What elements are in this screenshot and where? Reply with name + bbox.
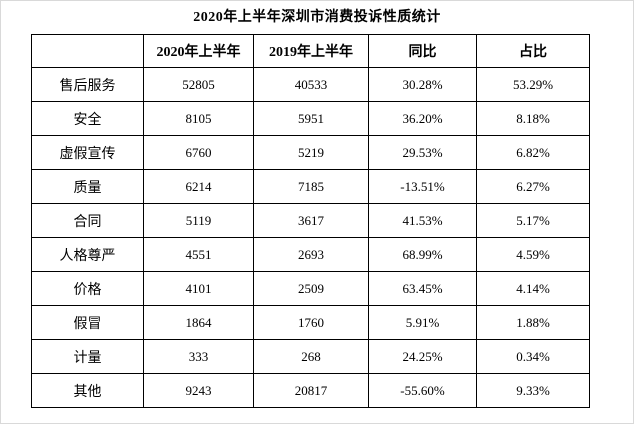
value-cell: 9.33% <box>476 373 590 408</box>
corner-header-cell <box>31 34 144 68</box>
row-label-cell: 假冒 <box>31 305 144 340</box>
value-cell: 5951 <box>253 101 369 136</box>
value-cell: 268 <box>253 339 369 374</box>
value-cell: 2509 <box>253 271 369 306</box>
value-cell: 1.88% <box>476 305 590 340</box>
value-cell: 29.53% <box>368 135 477 170</box>
row-label-cell: 虚假宣传 <box>31 135 144 170</box>
row-label-cell: 售后服务 <box>31 67 144 102</box>
table-row: 质量 6214 7185 -13.51% 6.27% <box>31 169 590 204</box>
column-header-cell: 2019年上半年 <box>253 34 369 68</box>
value-cell: 40533 <box>253 67 369 102</box>
value-cell: 63.45% <box>368 271 477 306</box>
row-label-cell: 人格尊严 <box>31 237 144 272</box>
value-cell: 5119 <box>143 203 254 238</box>
column-header-cell: 占比 <box>476 34 590 68</box>
table-row: 假冒 1864 1760 5.91% 1.88% <box>31 305 590 340</box>
value-cell: 0.34% <box>476 339 590 374</box>
value-cell: 41.53% <box>368 203 477 238</box>
table-row: 人格尊严 4551 2693 68.99% 4.59% <box>31 237 590 272</box>
value-cell: 5.91% <box>368 305 477 340</box>
value-cell: -13.51% <box>368 169 477 204</box>
row-label-cell: 合同 <box>31 203 144 238</box>
value-cell: 68.99% <box>368 237 477 272</box>
value-cell: 333 <box>143 339 254 374</box>
value-cell: 6.82% <box>476 135 590 170</box>
value-cell: 9243 <box>143 373 254 408</box>
table-row: 虚假宣传 6760 5219 29.53% 6.82% <box>31 135 590 170</box>
value-cell: 4.14% <box>476 271 590 306</box>
column-header-cell: 2020年上半年 <box>143 34 254 68</box>
value-cell: 30.28% <box>368 67 477 102</box>
value-cell: 4.59% <box>476 237 590 272</box>
value-cell: 8.18% <box>476 101 590 136</box>
value-cell: 6760 <box>143 135 254 170</box>
value-cell: 24.25% <box>368 339 477 374</box>
value-cell: 20817 <box>253 373 369 408</box>
column-header-cell: 同比 <box>368 34 477 68</box>
row-label-cell: 质量 <box>31 169 144 204</box>
table-body: 售后服务 52805 40533 30.28% 53.29% 安全 8105 5951 36.2… <box>31 67 590 408</box>
row-label-cell: 价格 <box>31 271 144 306</box>
complaint-statistics-table: 2020年上半年 2019年上半年 同比 占比 售后服务 52805 40533 30.28… <box>31 34 590 408</box>
value-cell: 4101 <box>143 271 254 306</box>
value-cell: 1760 <box>253 305 369 340</box>
value-cell: 6.27% <box>476 169 590 204</box>
table-row: 价格 4101 2509 63.45% 4.14% <box>31 271 590 306</box>
table-row: 安全 8105 5951 36.20% 8.18% <box>31 101 590 136</box>
page-title: 2020年上半年深圳市消费投诉性质统计 <box>193 10 441 25</box>
value-cell: -55.60% <box>368 373 477 408</box>
value-cell: 4551 <box>143 237 254 272</box>
table-row: 其他 9243 20817 -55.60% 9.33% <box>31 373 590 408</box>
value-cell: 6214 <box>143 169 254 204</box>
header-row: 2020年上半年 2019年上半年 同比 占比 <box>31 34 590 68</box>
value-cell: 3617 <box>253 203 369 238</box>
table-row: 售后服务 52805 40533 30.28% 53.29% <box>31 67 590 102</box>
value-cell: 52805 <box>143 67 254 102</box>
value-cell: 5219 <box>253 135 369 170</box>
row-label-cell: 计量 <box>31 339 144 374</box>
table-row: 计量 333 268 24.25% 0.34% <box>31 339 590 374</box>
row-label-cell: 安全 <box>31 101 144 136</box>
value-cell: 53.29% <box>476 67 590 102</box>
row-label-cell: 其他 <box>31 373 144 408</box>
value-cell: 7185 <box>253 169 369 204</box>
value-cell: 5.17% <box>476 203 590 238</box>
value-cell: 1864 <box>143 305 254 340</box>
value-cell: 2693 <box>253 237 369 272</box>
value-cell: 8105 <box>143 101 254 136</box>
value-cell: 36.20% <box>368 101 477 136</box>
table-row: 合同 5119 3617 41.53% 5.17% <box>31 203 590 238</box>
